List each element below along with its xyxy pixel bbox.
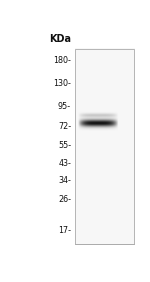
Text: KDa: KDa <box>49 34 71 44</box>
Text: 180-: 180- <box>53 56 71 65</box>
Bar <box>75 49 134 244</box>
Text: 43-: 43- <box>58 159 71 168</box>
Text: 130-: 130- <box>53 79 71 88</box>
Text: 34-: 34- <box>58 176 71 185</box>
Text: 95-: 95- <box>58 102 71 111</box>
Bar <box>75 49 134 244</box>
Text: 26-: 26- <box>58 195 71 204</box>
Text: 55-: 55- <box>58 141 71 150</box>
Text: 17-: 17- <box>58 226 71 235</box>
Text: 72-: 72- <box>58 122 71 131</box>
